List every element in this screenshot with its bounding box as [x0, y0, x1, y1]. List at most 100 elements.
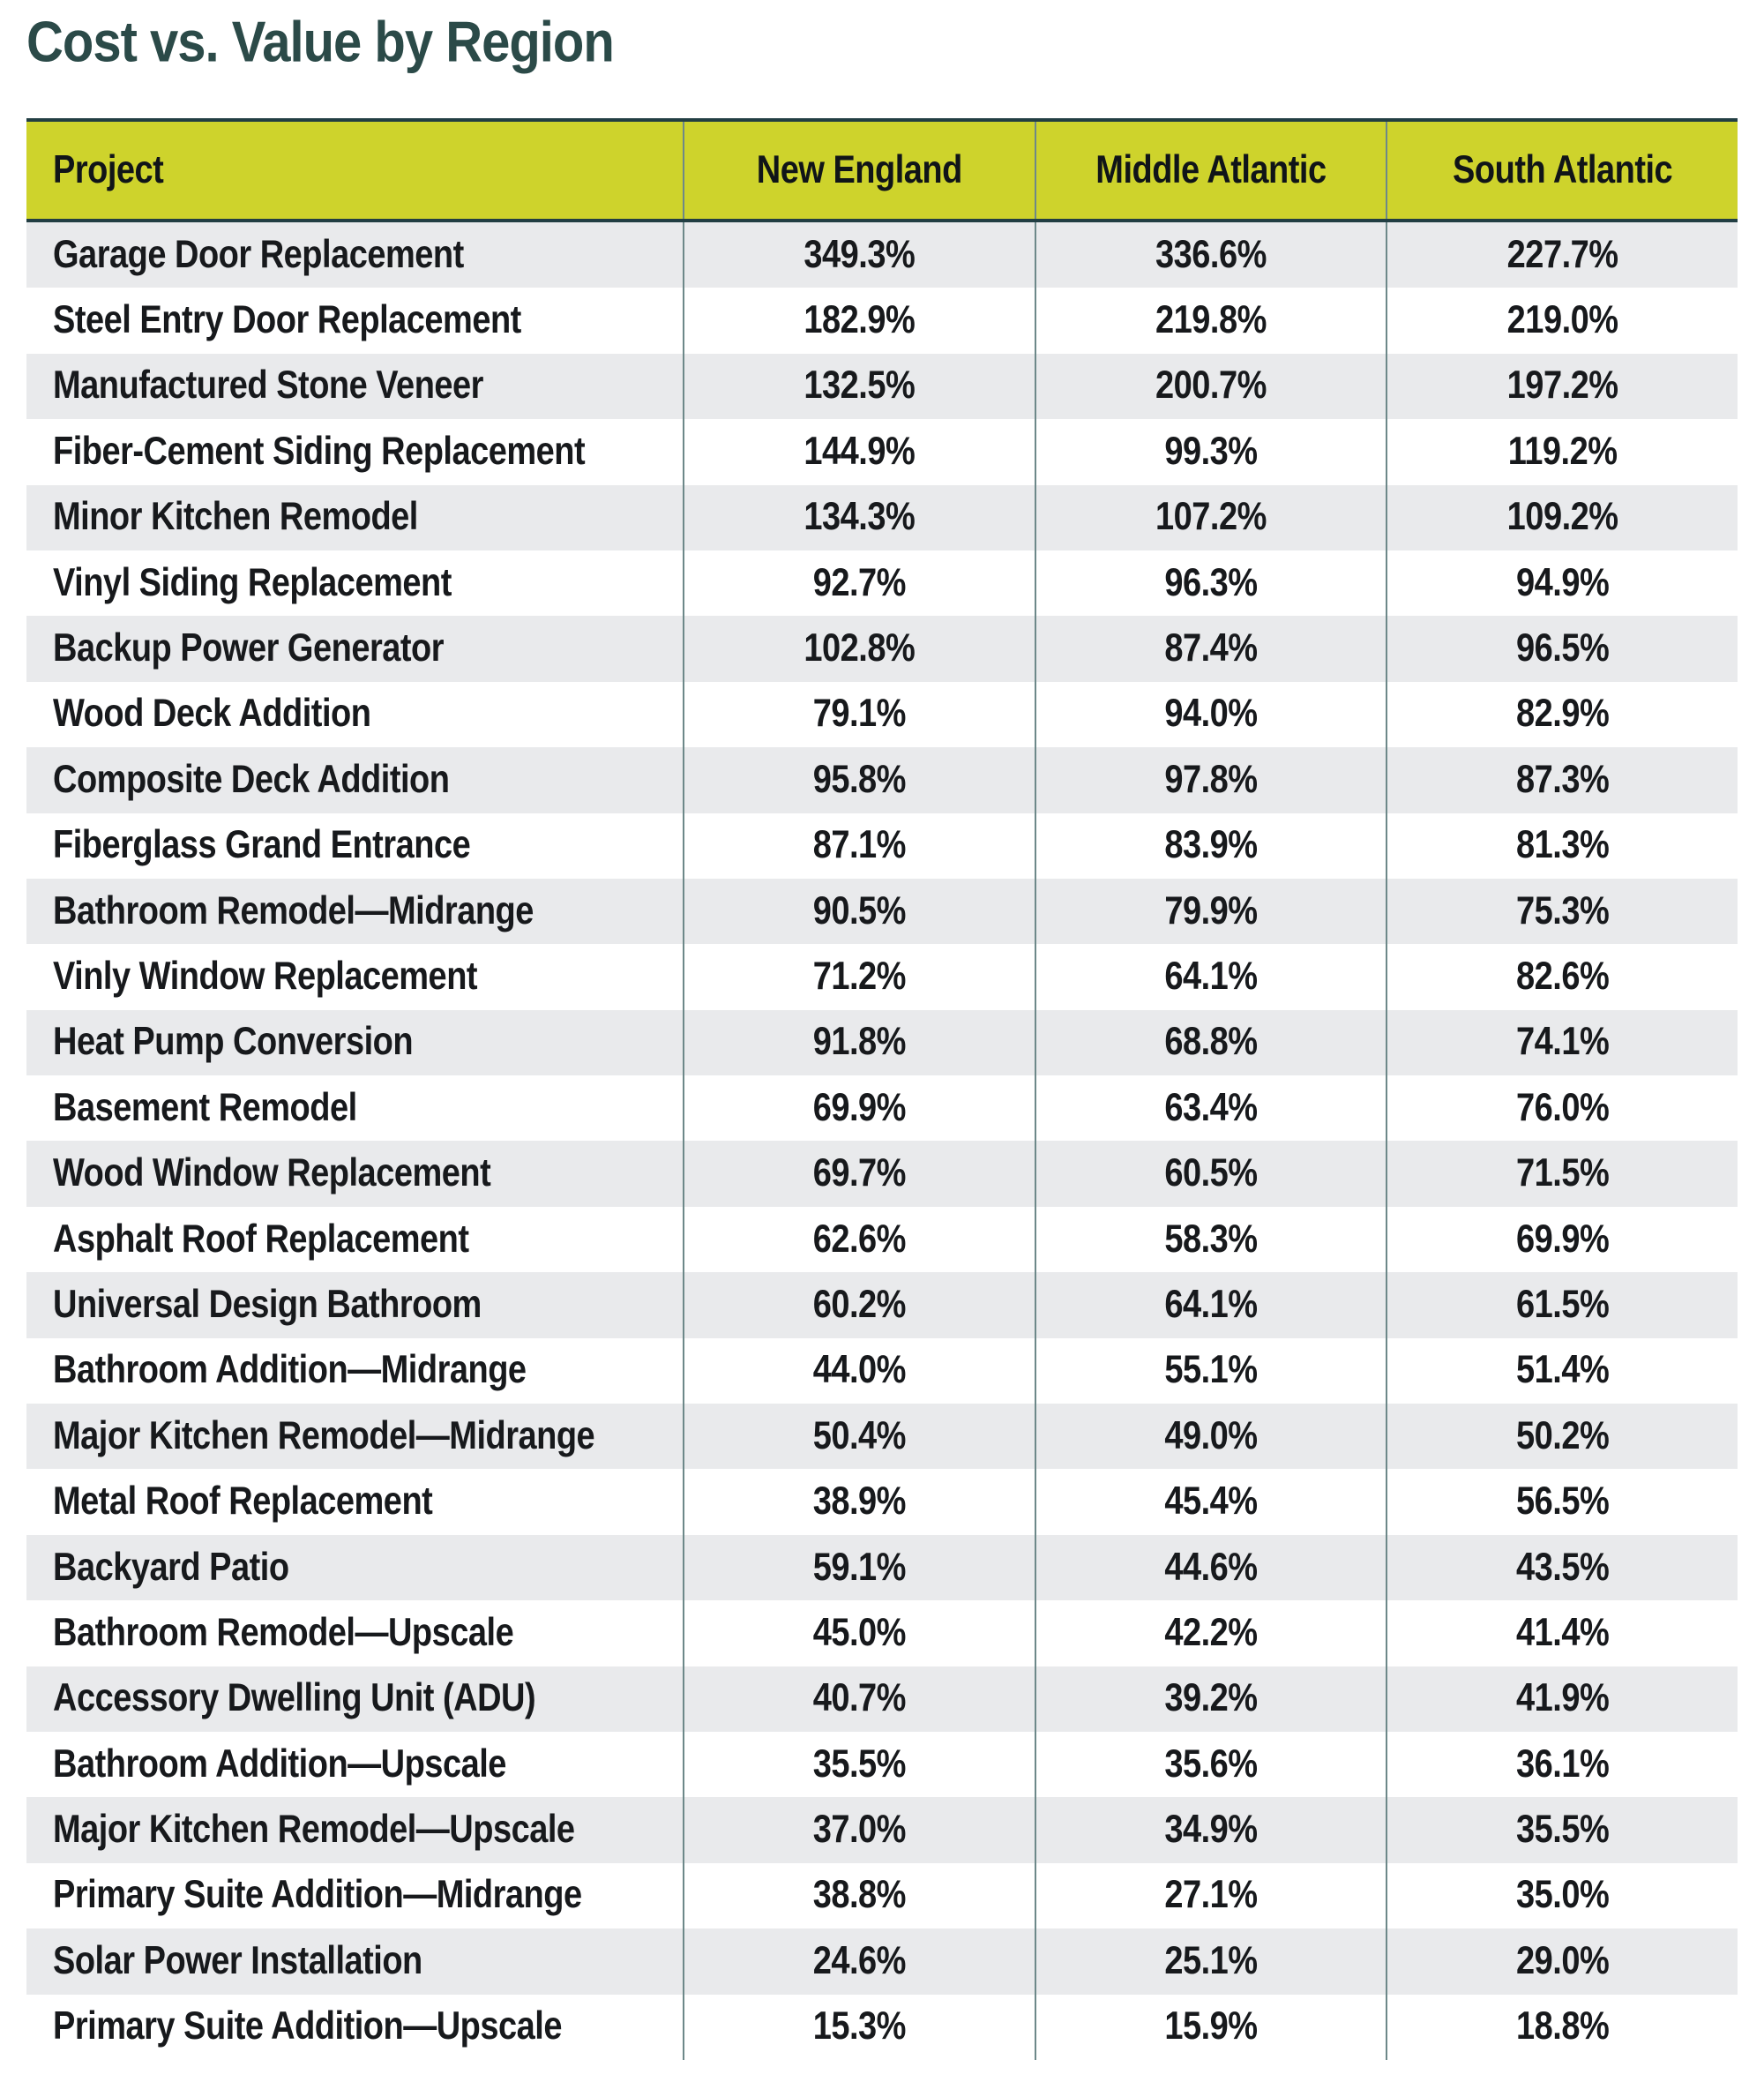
value-text: 55.1% [1164, 1348, 1258, 1392]
project-name: Accessory Dwelling Unit (ADU) [53, 1676, 536, 1720]
value-text: 60.5% [1164, 1151, 1258, 1195]
project-name: Asphalt Roof Replacement [53, 1217, 469, 1261]
value-text: 182.9% [804, 298, 916, 342]
project-cell: Wood Window Replacement [26, 1141, 683, 1206]
value-text: 64.1% [1164, 955, 1258, 999]
value-cell: 43.5% [1386, 1534, 1738, 1601]
project-cell: Manufactured Stone Veneer [26, 354, 683, 419]
project-name: Primary Suite Addition—Upscale [53, 2004, 562, 2048]
value-text: 42.2% [1164, 1611, 1258, 1655]
value-cell: 109.2% [1386, 484, 1738, 550]
value-text: 69.9% [1516, 1217, 1610, 1261]
value-text: 119.2% [1507, 430, 1618, 474]
project-cell: Garage Door Replacement [26, 222, 683, 288]
value-cell: 94.0% [1034, 681, 1387, 748]
value-text: 83.9% [1164, 823, 1258, 867]
value-text: 50.4% [812, 1414, 907, 1457]
value-text: 41.9% [1516, 1676, 1610, 1720]
value-cell: 62.6% [682, 1206, 1035, 1273]
project-name: Solar Power Installation [53, 1939, 422, 1983]
value-cell: 200.7% [1034, 353, 1387, 420]
value-cell: 82.9% [1386, 681, 1738, 748]
project-name: Bathroom Addition—Midrange [53, 1348, 527, 1392]
table-header-row: Project New England Middle Atlantic Sout… [26, 122, 1738, 222]
value-cell: 68.8% [1034, 1009, 1387, 1076]
table-row: Minor Kitchen Remodel 134.3% 107.2% 109.2% [26, 484, 1738, 550]
project-name: Bathroom Remodel—Midrange [53, 889, 534, 932]
value-cell: 71.5% [1386, 1141, 1738, 1207]
value-text: 60.2% [812, 1283, 907, 1327]
value-text: 94.0% [1164, 692, 1258, 736]
value-cell: 45.0% [682, 1600, 1035, 1666]
value-text: 79.1% [812, 692, 907, 736]
table-row: Universal Design Bathroom 60.2% 64.1% 61.5% [26, 1272, 1738, 1338]
value-cell: 58.3% [1034, 1206, 1387, 1273]
project-cell: Bathroom Addition—Midrange [26, 1338, 683, 1404]
value-cell: 144.9% [682, 419, 1035, 485]
value-text: 38.8% [812, 1874, 907, 1917]
value-text: 39.2% [1164, 1676, 1258, 1720]
project-name: Fiberglass Grand Entrance [53, 823, 471, 867]
table-row: Bathroom Remodel—Midrange 90.5% 79.9% 75.3% [26, 878, 1738, 945]
value-text: 29.0% [1516, 1939, 1610, 1983]
value-cell: 56.5% [1386, 1469, 1738, 1535]
table-row: Primary Suite Addition—Midrange 38.8% 27.1… [26, 1862, 1738, 1929]
project-name: Vinly Window Replacement [53, 955, 478, 999]
table-body: Garage Door Replacement 349.3% 336.6% 227.7… [26, 222, 1738, 2060]
table-row: Fiberglass Grand Entrance 87.1% 83.9% 81.3% [26, 813, 1738, 879]
value-cell: 63.4% [1034, 1075, 1387, 1142]
value-text: 15.3% [812, 2004, 907, 2048]
table-row: Primary Suite Addition—Upscale 15.3% 15.9%… [26, 1994, 1738, 2060]
value-text: 96.3% [1164, 561, 1258, 604]
value-cell: 35.5% [1386, 1797, 1738, 1863]
value-cell: 71.2% [682, 944, 1035, 1010]
value-cell: 45.4% [1034, 1469, 1387, 1535]
value-cell: 74.1% [1386, 1009, 1738, 1076]
value-text: 49.0% [1164, 1414, 1258, 1457]
project-cell: Metal Roof Replacement [26, 1469, 683, 1534]
value-text: 227.7% [1506, 233, 1618, 276]
project-name: Composite Deck Addition [53, 758, 450, 802]
project-cell: Minor Kitchen Remodel [26, 485, 683, 550]
value-cell: 90.5% [682, 878, 1035, 945]
value-cell: 76.0% [1386, 1075, 1738, 1142]
value-cell: 60.2% [682, 1272, 1035, 1338]
value-cell: 44.6% [1034, 1534, 1387, 1601]
value-cell: 81.3% [1386, 813, 1738, 879]
value-cell: 91.8% [682, 1009, 1035, 1076]
value-text: 36.1% [1516, 1742, 1610, 1786]
project-name: Universal Design Bathroom [53, 1283, 482, 1327]
value-text: 44.6% [1164, 1546, 1258, 1589]
value-text: 59.1% [812, 1546, 907, 1589]
value-text: 64.1% [1164, 1283, 1258, 1327]
value-cell: 27.1% [1034, 1862, 1387, 1929]
value-text: 43.5% [1516, 1546, 1610, 1589]
value-cell: 87.1% [682, 813, 1035, 879]
column-header-middle-atlantic-label: Middle Atlantic [1095, 148, 1327, 191]
project-cell: Composite Deck Addition [26, 747, 683, 813]
value-text: 197.2% [1506, 364, 1618, 408]
project-name: Heat Pump Conversion [53, 1020, 414, 1064]
value-text: 99.3% [1164, 430, 1258, 474]
value-cell: 35.6% [1034, 1731, 1387, 1798]
project-name: Minor Kitchen Remodel [53, 495, 418, 539]
value-text: 68.8% [1164, 1020, 1258, 1064]
value-cell: 64.1% [1034, 944, 1387, 1010]
value-text: 92.7% [812, 561, 907, 604]
table-row: Backup Power Generator 102.8% 87.4% 96.5% [26, 616, 1738, 682]
value-text: 50.2% [1516, 1414, 1610, 1457]
project-cell: Vinly Window Replacement [26, 944, 683, 1009]
project-cell: Accessory Dwelling Unit (ADU) [26, 1666, 683, 1732]
value-text: 63.4% [1164, 1086, 1258, 1130]
project-name: Bathroom Addition—Upscale [53, 1742, 506, 1786]
value-text: 56.5% [1516, 1479, 1610, 1524]
value-cell: 61.5% [1386, 1272, 1738, 1338]
value-cell: 34.9% [1034, 1797, 1387, 1863]
value-cell: 50.2% [1386, 1404, 1738, 1470]
project-name: Basement Remodel [53, 1086, 357, 1130]
page-title: Cost vs. Value by Region [26, 10, 615, 74]
project-name: Primary Suite Addition—Midrange [53, 1874, 582, 1917]
value-text: 37.0% [812, 1808, 907, 1852]
value-text: 336.6% [1155, 233, 1267, 276]
value-cell: 39.2% [1034, 1666, 1387, 1732]
